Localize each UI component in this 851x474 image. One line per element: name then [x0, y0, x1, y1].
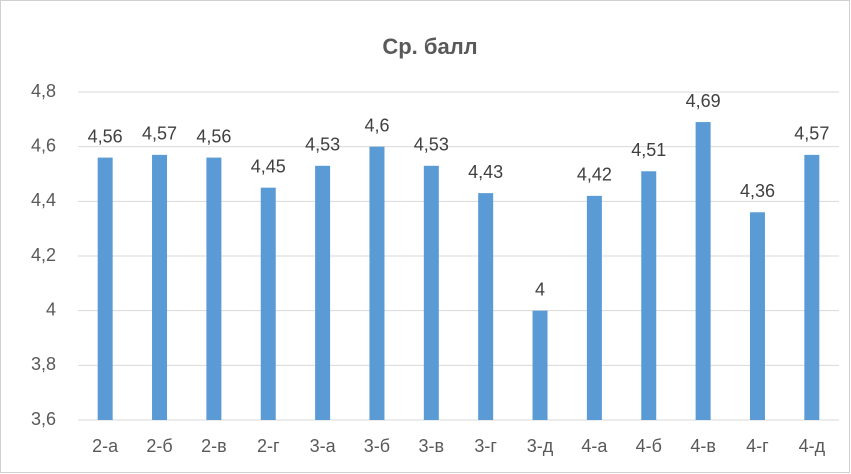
y-tick-label: 4,6: [31, 135, 56, 155]
x-tick-label: 3-г: [474, 436, 497, 456]
data-label: 4,56: [196, 126, 231, 146]
x-tick-label: 2-б: [146, 436, 172, 456]
y-tick-label: 4,8: [31, 81, 56, 101]
y-tick-label: 3,8: [31, 354, 56, 374]
bar: [315, 165, 331, 420]
chart-title: Ср. балл: [382, 34, 477, 59]
x-tick-label: 3-д: [527, 436, 554, 456]
bar: [423, 165, 439, 420]
bar: [586, 195, 602, 420]
x-tick-label: 3-в: [419, 436, 445, 456]
x-tick-label: 4-в: [690, 436, 716, 456]
x-tick-label: 3-а: [310, 436, 337, 456]
data-label: 4,36: [740, 181, 775, 201]
bar: [695, 122, 711, 421]
data-label: 4,6: [364, 115, 389, 135]
x-tick-label: 2-в: [201, 436, 227, 456]
bar: [97, 157, 113, 420]
bar: [532, 310, 548, 420]
data-label: 4,53: [305, 135, 340, 155]
bar: [641, 171, 657, 420]
bar: [206, 157, 222, 420]
x-tick-label: 4-а: [581, 436, 608, 456]
x-tick-label: 2-г: [257, 436, 280, 456]
bar: [260, 187, 276, 420]
bar: [369, 146, 385, 420]
data-label: 4,56: [88, 126, 123, 146]
y-tick-label: 4,4: [31, 190, 56, 210]
x-tick-label: 4-г: [746, 436, 769, 456]
data-label: 4,42: [577, 165, 612, 185]
bar: [804, 154, 820, 420]
y-tick-label: 4,2: [31, 245, 56, 265]
data-label: 4,57: [794, 124, 829, 144]
y-tick-label: 3,6: [31, 409, 56, 429]
data-label: 4,43: [468, 162, 503, 182]
bar: [152, 154, 168, 420]
x-tick-label: 2-а: [92, 436, 119, 456]
bar: [478, 193, 494, 420]
bar: [749, 212, 765, 420]
x-tick-label: 3-б: [364, 436, 390, 456]
data-label: 4,53: [414, 135, 449, 155]
x-tick-label: 4-д: [799, 436, 826, 456]
data-label: 4,57: [142, 124, 177, 144]
data-label: 4,51: [631, 140, 666, 160]
y-tick-label: 4: [46, 299, 56, 319]
x-tick-label: 4-б: [636, 436, 662, 456]
data-label: 4,69: [686, 91, 721, 111]
data-label: 4: [535, 279, 545, 299]
data-label: 4,45: [251, 156, 286, 176]
